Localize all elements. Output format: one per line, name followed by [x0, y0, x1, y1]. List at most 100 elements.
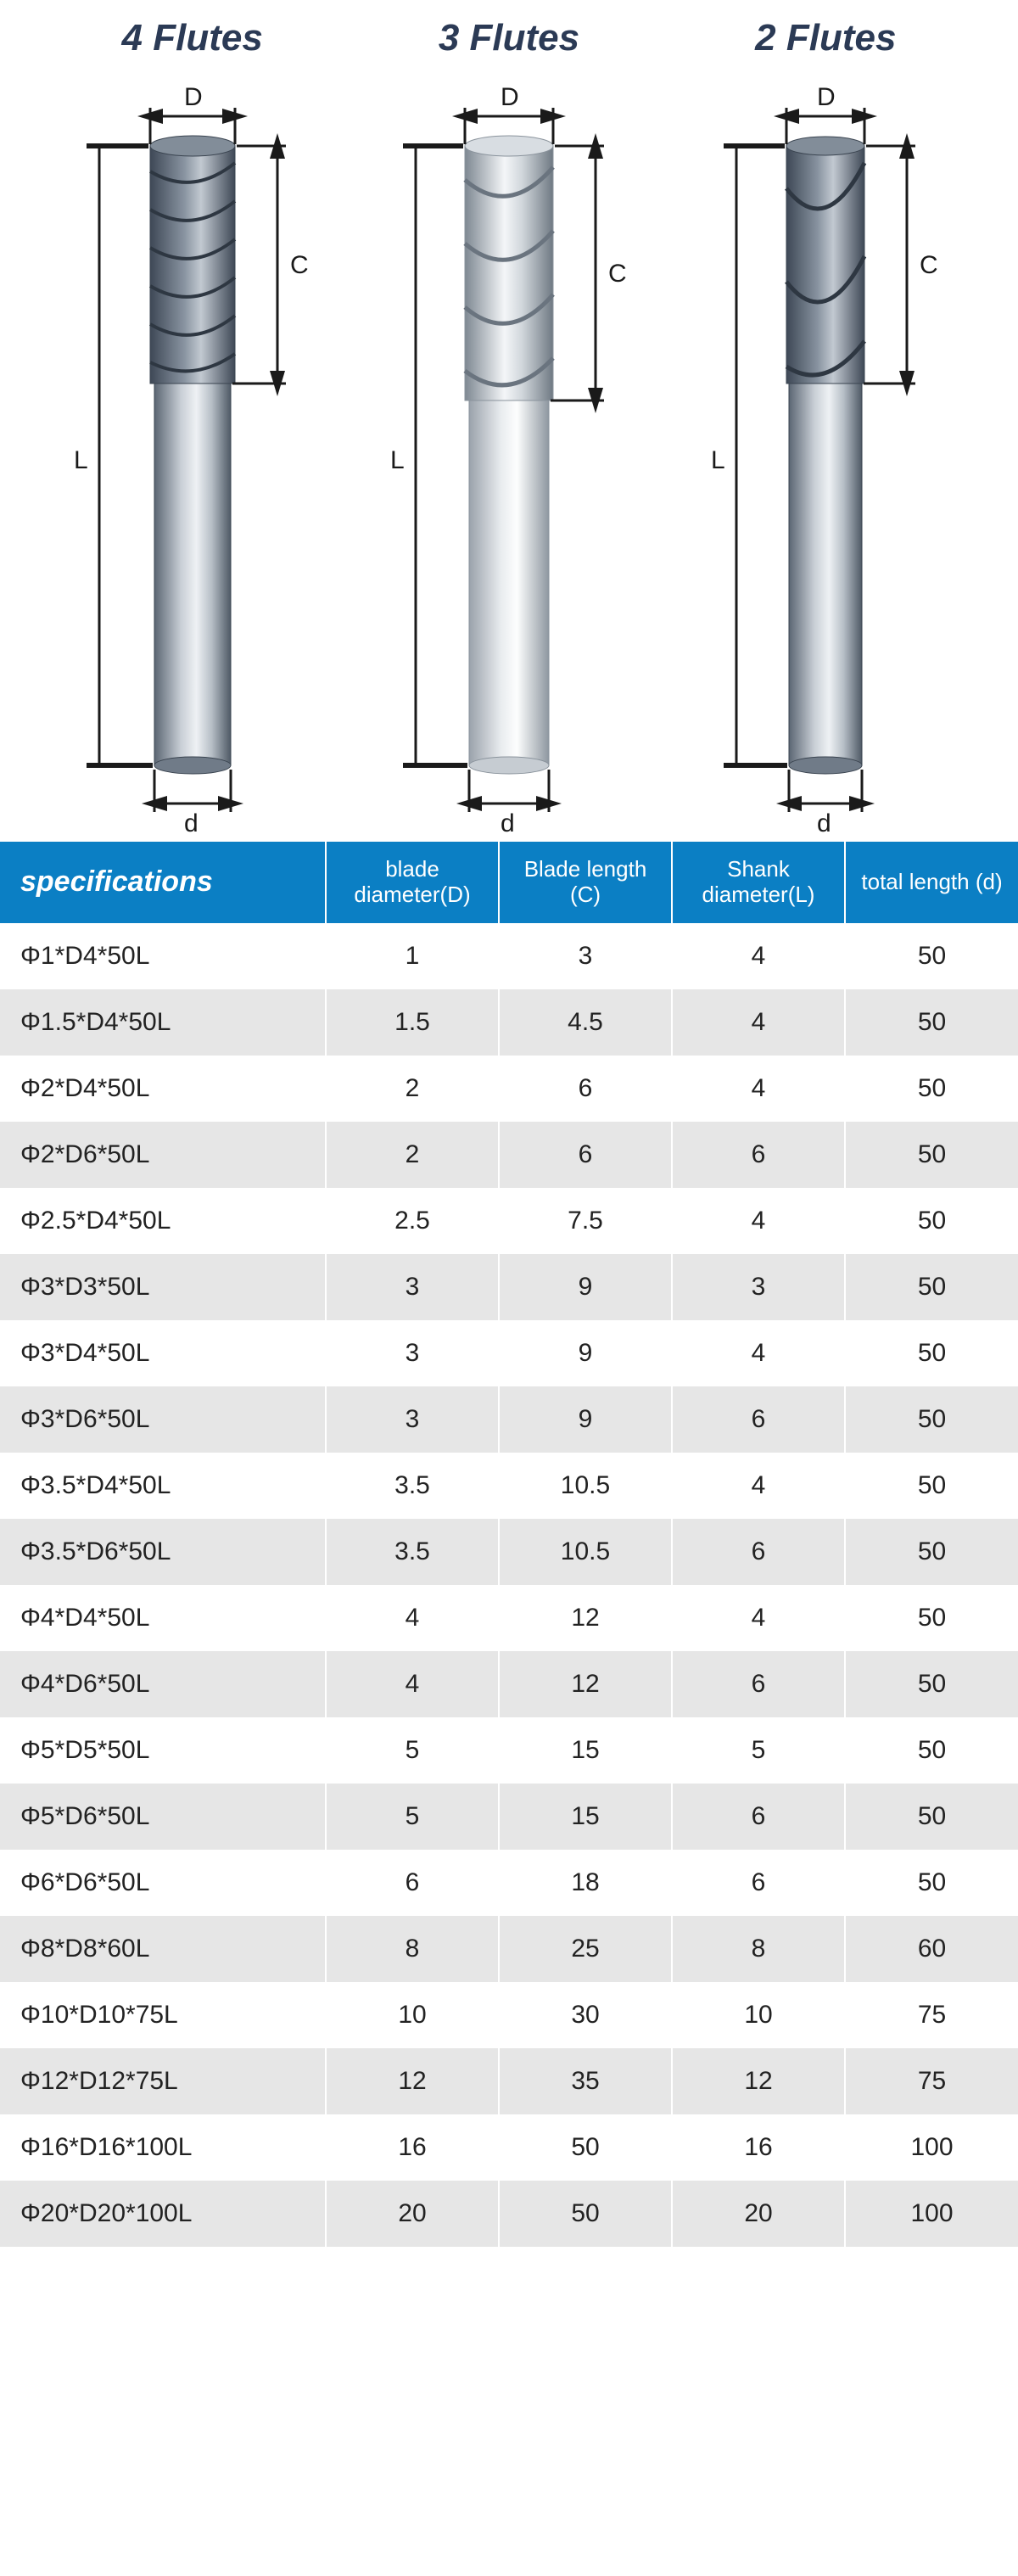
value-cell: 3: [326, 1254, 499, 1320]
value-cell: 25: [499, 1916, 672, 1982]
table-row: Φ4*D4*50L412450: [0, 1585, 1018, 1651]
value-cell: 10: [326, 1982, 499, 2048]
spec-cell: Φ4*D4*50L: [0, 1585, 326, 1651]
table-row: Φ8*D8*60L825860: [0, 1916, 1018, 1982]
value-cell: 12: [326, 2048, 499, 2114]
value-cell: 50: [845, 1188, 1018, 1254]
value-cell: 9: [499, 1320, 672, 1386]
spec-cell: Φ2*D6*50L: [0, 1122, 326, 1188]
value-cell: 18: [499, 1850, 672, 1916]
value-cell: 12: [499, 1651, 672, 1717]
svg-text:d: d: [817, 809, 831, 833]
value-cell: 50: [499, 2181, 672, 2247]
table-row: Φ1.5*D4*50L1.54.5450: [0, 989, 1018, 1056]
value-cell: 20: [672, 2181, 845, 2247]
value-cell: 4: [326, 1585, 499, 1651]
diagram-title-3: 3 Flutes: [439, 17, 579, 59]
spec-cell: Φ2*D4*50L: [0, 1056, 326, 1122]
value-cell: 4: [672, 989, 845, 1056]
value-cell: 4: [672, 1056, 845, 1122]
value-cell: 9: [499, 1386, 672, 1453]
table-row: Φ5*D6*50L515650: [0, 1784, 1018, 1850]
value-cell: 50: [845, 1585, 1018, 1651]
value-cell: 50: [845, 1519, 1018, 1585]
spec-table: specifications blade diameter(D) Blade l…: [0, 842, 1018, 2247]
spec-cell: Φ3*D3*50L: [0, 1254, 326, 1320]
svg-text:C: C: [920, 251, 938, 279]
value-cell: 4: [672, 1453, 845, 1519]
spec-cell: Φ3.5*D4*50L: [0, 1453, 326, 1519]
value-cell: 10: [672, 1982, 845, 2048]
value-cell: 3: [499, 923, 672, 989]
value-cell: 3: [672, 1254, 845, 1320]
value-cell: 5: [326, 1784, 499, 1850]
label-d: d: [184, 809, 199, 833]
svg-text:d: d: [501, 809, 515, 833]
value-cell: 10.5: [499, 1519, 672, 1585]
value-cell: 4: [672, 923, 845, 989]
value-cell: 8: [672, 1916, 845, 1982]
value-cell: 50: [845, 1386, 1018, 1453]
value-cell: 4: [326, 1651, 499, 1717]
value-cell: 7.5: [499, 1188, 672, 1254]
diagram-svg-3: D C L d: [373, 70, 645, 833]
diagram-row: 4 Flutes: [0, 0, 1018, 842]
label-D: D: [184, 83, 203, 111]
table-row: Φ2*D6*50L26650: [0, 1122, 1018, 1188]
value-cell: 30: [499, 1982, 672, 2048]
value-cell: 8: [326, 1916, 499, 1982]
table-row: Φ10*D10*75L10301075: [0, 1982, 1018, 2048]
value-cell: 1.5: [326, 989, 499, 1056]
value-cell: 6: [672, 1122, 845, 1188]
table-row: Φ3*D4*50L39450: [0, 1320, 1018, 1386]
value-cell: 60: [845, 1916, 1018, 1982]
spec-table-header-row: specifications blade diameter(D) Blade l…: [0, 842, 1018, 923]
value-cell: 50: [845, 1651, 1018, 1717]
table-row: Φ5*D5*50L515550: [0, 1717, 1018, 1784]
value-cell: 20: [326, 2181, 499, 2247]
value-cell: 100: [845, 2114, 1018, 2181]
svg-text:L: L: [711, 446, 725, 474]
diagram-title-2: 2 Flutes: [755, 17, 896, 59]
value-cell: 4: [672, 1188, 845, 1254]
spec-cell: Φ3.5*D6*50L: [0, 1519, 326, 1585]
spec-cell: Φ3*D6*50L: [0, 1386, 326, 1453]
value-cell: 6: [499, 1056, 672, 1122]
spec-cell: Φ6*D6*50L: [0, 1850, 326, 1916]
value-cell: 75: [845, 1982, 1018, 2048]
value-cell: 3.5: [326, 1453, 499, 1519]
value-cell: 6: [672, 1651, 845, 1717]
value-cell: 2.5: [326, 1188, 499, 1254]
value-cell: 50: [845, 1453, 1018, 1519]
value-cell: 50: [845, 1320, 1018, 1386]
table-row: Φ20*D20*100L205020100: [0, 2181, 1018, 2247]
value-cell: 50: [845, 1122, 1018, 1188]
value-cell: 15: [499, 1784, 672, 1850]
value-cell: 6: [499, 1122, 672, 1188]
diagram-title-4: 4 Flutes: [122, 17, 263, 59]
spec-cell: Φ5*D5*50L: [0, 1717, 326, 1784]
table-row: Φ3*D6*50L39650: [0, 1386, 1018, 1453]
value-cell: 2: [326, 1056, 499, 1122]
diagram-3-flutes: 3 Flutes: [373, 17, 645, 833]
value-cell: 6: [672, 1519, 845, 1585]
diagram-2-flutes: 2 Flutes D C: [690, 17, 961, 833]
value-cell: 16: [672, 2114, 845, 2181]
svg-text:D: D: [501, 83, 519, 111]
svg-text:D: D: [817, 83, 836, 111]
spec-cell: Φ1.5*D4*50L: [0, 989, 326, 1056]
spec-cell: Φ20*D20*100L: [0, 2181, 326, 2247]
value-cell: 6: [672, 1784, 845, 1850]
value-cell: 50: [845, 1717, 1018, 1784]
value-cell: 4.5: [499, 989, 672, 1056]
value-cell: 1: [326, 923, 499, 989]
svg-text:L: L: [390, 446, 405, 474]
value-cell: 75: [845, 2048, 1018, 2114]
label-L: L: [74, 446, 88, 474]
value-cell: 50: [845, 1254, 1018, 1320]
col-total-length: total length (d): [845, 842, 1018, 923]
table-row: Φ12*D12*75L12351275: [0, 2048, 1018, 2114]
value-cell: 4: [672, 1320, 845, 1386]
diagram-svg-4: D C L d: [57, 70, 328, 833]
value-cell: 16: [326, 2114, 499, 2181]
